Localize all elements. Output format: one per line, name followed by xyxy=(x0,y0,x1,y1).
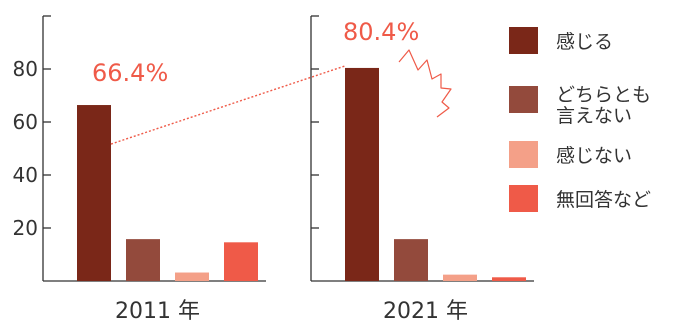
bar-2021-0 xyxy=(345,67,379,281)
emphasis-squiggle xyxy=(398,49,452,118)
legend-swatch xyxy=(509,86,538,113)
legend-swatch xyxy=(509,141,538,168)
bar-2021-1 xyxy=(394,239,428,281)
axes-layer xyxy=(42,15,534,282)
legend-label: 感じない xyxy=(556,145,632,167)
panel-label: 2011 年 xyxy=(115,299,200,322)
legend-swatch xyxy=(509,27,538,54)
bar-2011-0 xyxy=(77,105,111,281)
bars-layer xyxy=(77,67,526,281)
trend-connector xyxy=(110,65,346,145)
legend-label: 感じる xyxy=(556,31,613,53)
bar-2011-1 xyxy=(126,239,160,281)
legend-item: 無回答など xyxy=(509,185,651,212)
callout-2011: 66.4% xyxy=(92,59,168,87)
panel-label: 2021 年 xyxy=(383,299,468,322)
legend-swatch xyxy=(509,185,538,212)
bar-2021-3 xyxy=(492,277,526,281)
y-tick-label: 20 xyxy=(13,216,38,240)
y-tick-label: 40 xyxy=(13,163,38,187)
legend-label: 無回答など xyxy=(556,189,651,211)
labels-layer: 20 40 60 80 2011 年 2021 年 66.4% 80.4% xyxy=(13,18,468,322)
legend-label: 言えない xyxy=(556,105,632,127)
callout-2021: 80.4% xyxy=(343,18,419,46)
legend-item: 感じない xyxy=(509,141,632,168)
y-tick-label: 60 xyxy=(13,110,38,134)
y-tick-label: 80 xyxy=(13,57,38,81)
legend-label: どちらとも xyxy=(556,84,651,106)
bar-2011-2 xyxy=(175,272,209,281)
bar-2011-3 xyxy=(224,242,258,281)
legend-item: 感じる xyxy=(509,27,613,54)
bar-2021-2 xyxy=(443,274,477,281)
